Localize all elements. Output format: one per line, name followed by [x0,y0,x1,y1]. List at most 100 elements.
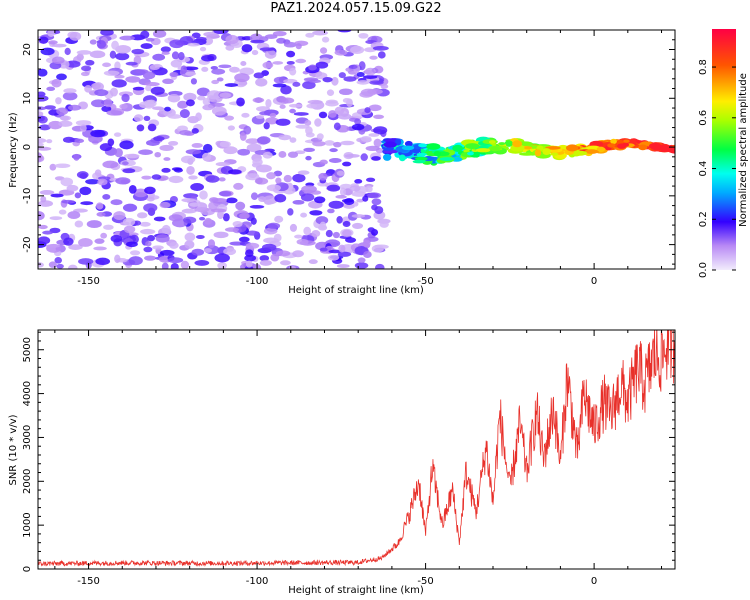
heat-cell [255,114,265,119]
heat-cell [241,44,253,53]
colorbar: 0.0 0.2 0.4 0.6 0.8 Normalized spectral ampl… [698,29,749,278]
heat-cell [340,140,355,146]
heat-cell [233,182,244,190]
heat-cell [81,65,92,72]
heat-cell [377,51,386,59]
heat-cell [211,106,227,116]
heat-cell [266,184,281,192]
heat-cell [337,251,352,257]
heat-cell [371,244,384,253]
heat-cell [99,143,113,152]
heat-cell [335,194,347,199]
heat-cell [358,32,369,39]
heat-cell [315,72,328,80]
heat-cell [173,168,183,173]
heat-cell [354,179,363,184]
heat-cell [305,32,315,38]
heat-cell [195,36,207,43]
heat-cell [89,39,97,45]
heat-cell [261,243,277,252]
heat-cell [488,140,496,144]
heat-cell [94,169,102,177]
heat-cell [321,36,330,43]
heat-cell [114,74,125,79]
heat-cell [336,170,345,176]
heat-cell [64,47,71,56]
heat-cell [170,262,179,269]
heat-cell [66,184,79,192]
heat-cell [339,187,346,197]
heat-cell [364,67,376,76]
heat-cell [133,114,144,122]
heat-cell [206,90,222,100]
heat-cell [185,149,202,155]
heat-cell [58,120,73,127]
heat-cell [433,150,442,157]
heat-cell [327,208,335,214]
heat-cell [51,56,65,64]
heat-cell [439,157,454,161]
heat-cell [245,260,253,268]
heat-cell [68,244,83,250]
heat-cell [123,225,136,234]
heat-cell [56,73,67,81]
heat-cell [205,175,220,183]
heat-cell [40,47,55,56]
heat-cell [303,226,312,236]
heat-cell [234,73,250,83]
heat-cell [342,98,351,103]
heat-cell [62,91,78,101]
heat-cell [139,221,151,227]
heat-cell [167,94,181,103]
spectrogram-frame [37,29,676,270]
heat-cell [237,148,251,156]
heat-cell [312,140,326,147]
heat-cell [314,196,326,204]
heat-cell [90,129,106,138]
heat-cell [55,97,62,105]
heat-cell [85,59,95,66]
heat-cell [38,262,44,268]
heat-cell [48,261,57,268]
heat-cell [91,82,101,90]
heat-cell [170,59,183,68]
heat-cell [209,197,219,203]
heat-cell [167,114,182,119]
heat-cell [259,255,270,262]
snr-xtick-label: -150 [77,576,100,587]
heat-cell [216,77,224,82]
heat-cell [324,140,335,146]
heat-cell [141,175,152,180]
heat-cell [238,81,248,86]
heat-cell [140,43,153,49]
spectrogram-heatmap [38,30,675,269]
heat-cell [38,115,48,124]
heat-cell [96,212,106,217]
heat-cell [358,61,366,71]
heat-cell [362,239,371,248]
heat-cell [342,220,351,228]
heat-cell [96,202,104,210]
heat-cell [100,232,108,239]
heat-cell [426,143,441,150]
heat-cell [344,237,357,243]
heat-cell [354,262,369,269]
heat-cell [60,177,74,187]
heat-cell [178,52,185,61]
heat-cell [119,140,134,150]
heat-cell [343,204,355,209]
heat-cell [273,76,287,84]
colorbar-ticks: 0.0 0.2 0.4 0.6 0.8 [698,59,736,278]
snr-ytick-label: 1000 [22,512,33,537]
heat-cell [110,199,123,206]
spec-xtick-label: -50 [417,276,433,287]
heat-cell [58,209,67,215]
heat-cell [40,196,47,203]
heat-cell [288,103,303,108]
heat-cell [465,143,480,149]
heat-cell [375,263,385,269]
heat-cell [195,112,202,122]
heat-cell [350,45,365,55]
heat-cell [199,190,208,200]
